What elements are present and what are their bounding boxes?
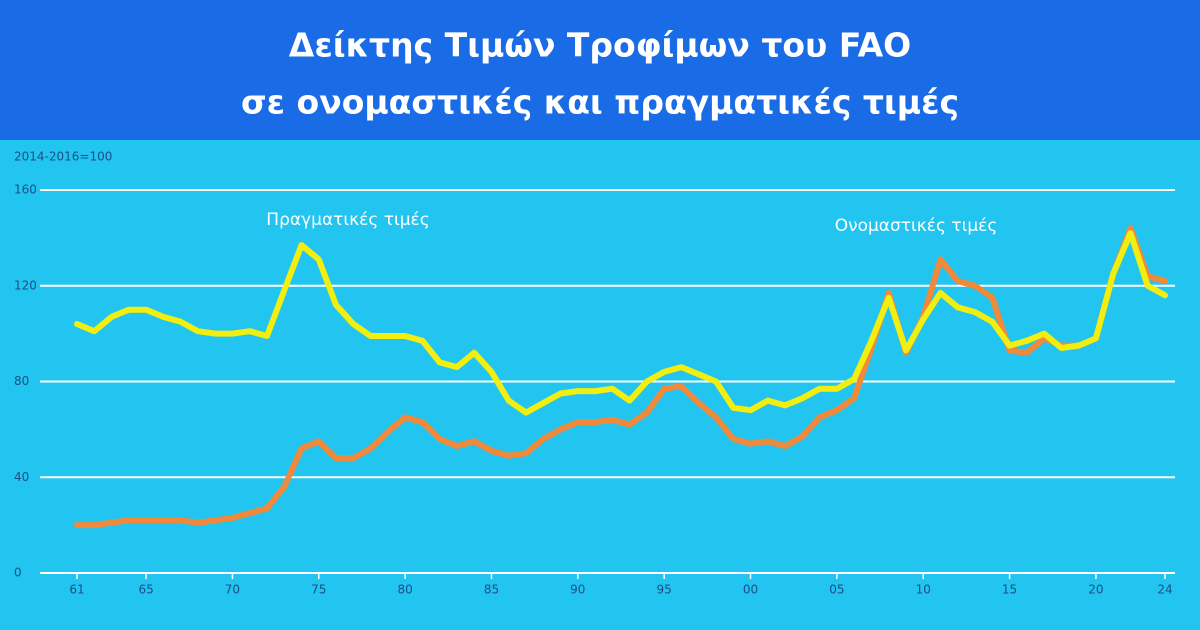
x-tick-label: 90: [570, 583, 585, 597]
x-tick-label: 70: [225, 583, 240, 597]
series-label: Ονομαστικές τιμές: [835, 216, 998, 236]
x-tick-label: 61: [69, 583, 84, 597]
x-tick-label: 00: [743, 583, 758, 597]
x-tick-label: 20: [1088, 583, 1103, 597]
x-tick-label: 65: [138, 583, 153, 597]
x-tick-label: 10: [916, 583, 931, 597]
x-tick-label: 05: [829, 583, 844, 597]
y-tick-label: 120: [14, 278, 37, 292]
x-tick-label: 75: [311, 583, 326, 597]
x-tick-label: 95: [657, 583, 672, 597]
x-tick-label: 80: [397, 583, 412, 597]
y-tick-label: 160: [14, 183, 37, 197]
y-axis-label: 2014-2016=100: [14, 150, 112, 164]
header: [0, 0, 1200, 140]
y-tick-label: 80: [14, 374, 29, 388]
series-label: Πραγματικές τιμές: [266, 210, 429, 230]
chart-subtitle: σε ονομαστικές και πραγματικές τιμές: [241, 83, 959, 122]
y-tick-label: 40: [14, 470, 29, 484]
y-tick-label: 0: [14, 566, 22, 580]
chart-title: Δείκτης Τιμών Τροφίμων του FAO: [289, 26, 911, 65]
series-line: [74, 225, 1168, 529]
series-line: [74, 230, 1168, 416]
x-tick-label: 24: [1157, 583, 1172, 597]
x-tick-label: 15: [1002, 583, 1017, 597]
x-tick-label: 85: [484, 583, 499, 597]
